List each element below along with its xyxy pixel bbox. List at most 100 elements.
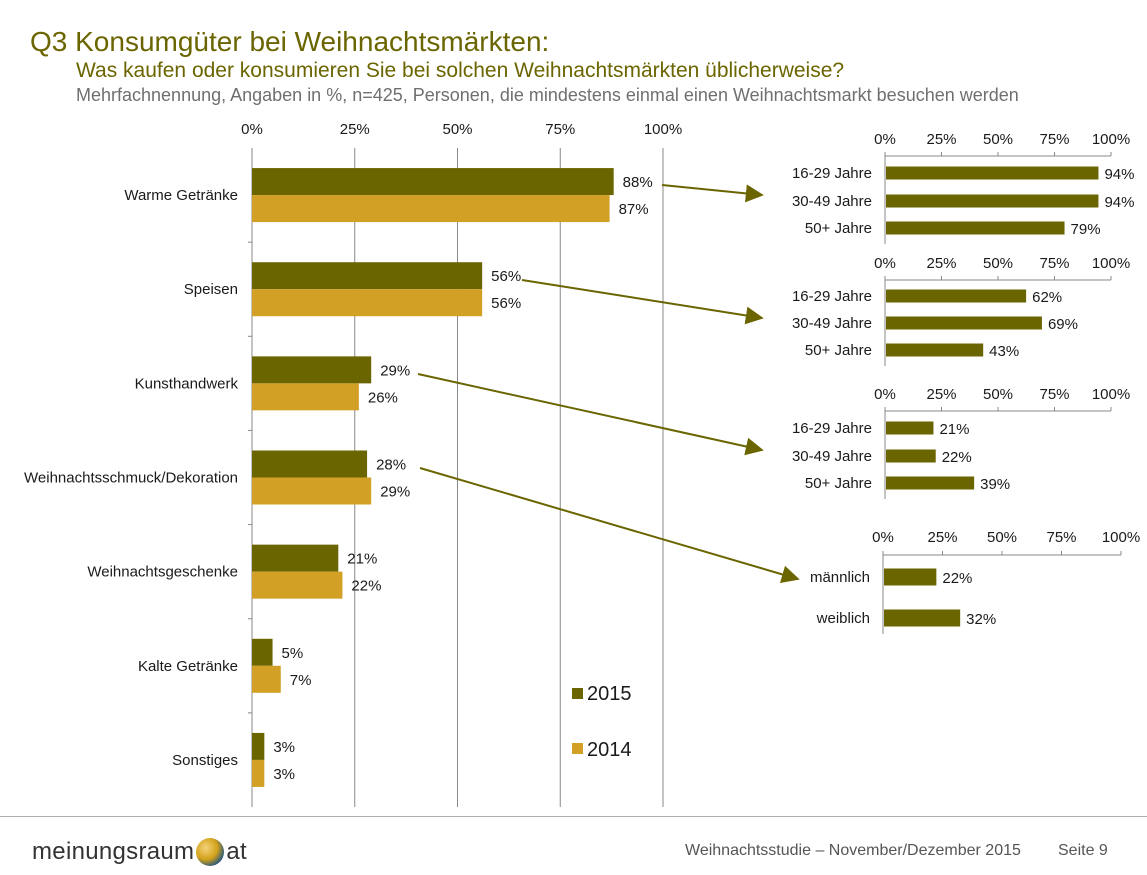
bar-2014 xyxy=(252,195,610,223)
panel-category-label: 30-49 Jahre xyxy=(792,315,872,332)
category-label: Warme Getränke xyxy=(124,187,238,204)
footer-divider xyxy=(0,816,1147,817)
data-label-2015: 56% xyxy=(491,268,521,285)
panel-category-label: weiblich xyxy=(816,610,870,627)
data-label-2015: 29% xyxy=(380,362,410,379)
panel-bar xyxy=(884,609,961,627)
panel-category-label: 30-49 Jahre xyxy=(792,193,872,210)
panel-x-tick-label: 0% xyxy=(874,131,896,148)
connector-arrow xyxy=(521,279,764,325)
panel-bar xyxy=(886,421,934,435)
panel-data-label: 21% xyxy=(939,421,969,438)
panel-data-label: 69% xyxy=(1048,316,1078,333)
panel-bar xyxy=(886,449,936,463)
category-label: Kalte Getränke xyxy=(138,658,238,675)
bar-2015 xyxy=(252,544,339,572)
bar-2014 xyxy=(252,289,483,317)
logo: meinungsraum at xyxy=(32,834,247,870)
bar-2014 xyxy=(252,759,265,787)
panel-bar xyxy=(886,166,1099,180)
panel-category-label: 16-29 Jahre xyxy=(792,165,872,182)
panel-bar xyxy=(886,221,1065,235)
panel-data-label: 94% xyxy=(1104,166,1134,183)
panel-x-tick-label: 100% xyxy=(1092,255,1130,272)
panel-category-label: 16-29 Jahre xyxy=(792,420,872,437)
panel-x-tick-label: 50% xyxy=(987,529,1017,546)
bar-2015 xyxy=(252,450,368,478)
panel-x-tick-label: 50% xyxy=(983,131,1013,148)
panel-category-label: männlich xyxy=(810,569,870,586)
x-tick-label-main: 0% xyxy=(241,121,263,138)
panel-x-tick-label: 50% xyxy=(983,255,1013,272)
data-label-2014: 56% xyxy=(491,295,521,312)
panel-data-label: 94% xyxy=(1104,194,1134,211)
data-label-2014: 7% xyxy=(290,672,312,689)
panel-x-tick-label: 50% xyxy=(983,386,1013,403)
panel-category-label: 50+ Jahre xyxy=(805,342,872,359)
data-label-2014: 26% xyxy=(368,389,398,406)
legend-swatch-2014 xyxy=(572,743,583,754)
data-label-2015: 5% xyxy=(282,645,304,662)
x-tick-label-main: 50% xyxy=(442,121,472,138)
globe-icon xyxy=(196,838,225,866)
panel-x-tick-label: 75% xyxy=(1039,131,1069,148)
x-tick-label-main: 100% xyxy=(644,121,682,138)
page-number: Seite 9 xyxy=(1058,842,1108,859)
data-label-2015: 88% xyxy=(623,174,653,191)
data-label-2014: 29% xyxy=(380,484,410,501)
panel-data-label: 22% xyxy=(942,570,972,587)
data-label-2015: 28% xyxy=(376,457,406,474)
connector-arrow xyxy=(419,467,800,584)
panel-x-tick-label: 0% xyxy=(874,255,896,272)
panel-x-tick-label: 0% xyxy=(874,386,896,403)
panel-data-label: 39% xyxy=(980,476,1010,493)
bar-2015 xyxy=(252,732,265,760)
bar-2014 xyxy=(252,571,343,599)
bar-2015 xyxy=(252,168,614,196)
bar-2015 xyxy=(252,356,372,384)
data-label-2014: 87% xyxy=(619,201,649,218)
panel-bar xyxy=(886,289,1027,303)
panel-bar xyxy=(886,316,1042,330)
category-label: Speisen xyxy=(184,281,238,298)
data-label-2015: 21% xyxy=(347,551,377,568)
panel-category-label: 50+ Jahre xyxy=(805,475,872,492)
data-label-2014: 3% xyxy=(273,766,295,783)
bar-2014 xyxy=(252,383,359,411)
panel-bar xyxy=(886,343,984,357)
panel-x-tick-label: 25% xyxy=(926,131,956,148)
x-tick-label-main: 75% xyxy=(545,121,575,138)
category-label: Sonstiges xyxy=(172,752,238,769)
panel-data-label: 62% xyxy=(1032,289,1062,306)
connector-arrow xyxy=(661,184,764,203)
category-label: Kunsthandwerk xyxy=(135,375,239,392)
category-label: Weihnachtsgeschenke xyxy=(87,564,238,581)
panel-category-label: 16-29 Jahre xyxy=(792,288,872,305)
category-label: Weihnachtsschmuck/Dekoration xyxy=(24,470,238,487)
bar-2014 xyxy=(252,477,372,505)
panel-bar xyxy=(884,568,937,586)
legend-label-2014: 2014 xyxy=(587,739,632,761)
logo-text-right: at xyxy=(226,838,247,865)
panel-category-label: 50+ Jahre xyxy=(805,220,872,237)
panel-data-label: 79% xyxy=(1071,221,1101,238)
data-label-2015: 3% xyxy=(273,739,295,756)
panel-category-label: 30-49 Jahre xyxy=(792,448,872,465)
footer-study-title: Weihnachtsstudie – November/Dezember 201… xyxy=(685,842,1021,859)
sample-note: Mehrfachnennung, Angaben in %, n=425, Pe… xyxy=(76,85,1019,105)
panel-x-tick-label: 25% xyxy=(927,529,957,546)
panel-x-tick-label: 0% xyxy=(872,529,894,546)
logo-text-left: meinungsraum xyxy=(32,838,195,865)
panel-x-tick-label: 100% xyxy=(1102,529,1140,546)
panel-x-tick-label: 75% xyxy=(1046,529,1076,546)
bar-2014 xyxy=(252,665,281,693)
panel-data-label: 43% xyxy=(989,343,1019,360)
x-tick-label-main: 25% xyxy=(340,121,370,138)
connector-arrow xyxy=(417,373,764,456)
legend-label-2015: 2015 xyxy=(587,683,632,705)
bar-2015 xyxy=(252,262,483,290)
panel-x-tick-label: 25% xyxy=(926,255,956,272)
data-label-2014: 22% xyxy=(351,578,381,595)
panel-data-label: 22% xyxy=(942,449,972,466)
